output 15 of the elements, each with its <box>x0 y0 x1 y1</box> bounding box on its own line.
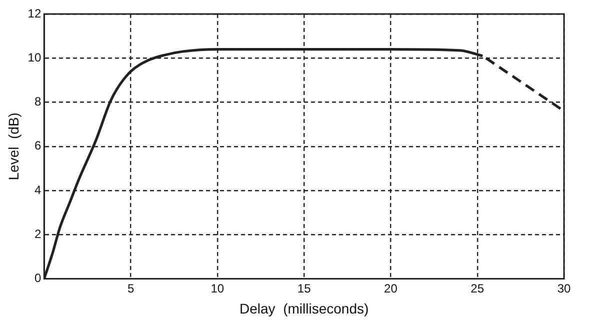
x-tick-label: 30 <box>557 281 571 296</box>
x-tick-label: 15 <box>297 281 312 296</box>
x-axis-title: Delay (milliseconds) <box>239 300 369 316</box>
y-axis-title: Level (dB) <box>5 112 22 180</box>
y-tick-label: 2 <box>34 226 42 241</box>
x-tick-label: 10 <box>210 281 224 296</box>
y-tick-label: 12 <box>28 6 42 20</box>
x-tick-label: 25 <box>470 281 484 296</box>
y-tick-label: 8 <box>34 94 42 109</box>
y-tick-label: 10 <box>28 50 42 64</box>
y-tick-label: 6 <box>34 138 42 153</box>
x-tick-label: 20 <box>384 281 398 296</box>
x-tick-label: 5 <box>127 281 134 296</box>
y-tick-label: 4 <box>34 182 42 197</box>
y-tick-label: 0 <box>34 271 42 286</box>
